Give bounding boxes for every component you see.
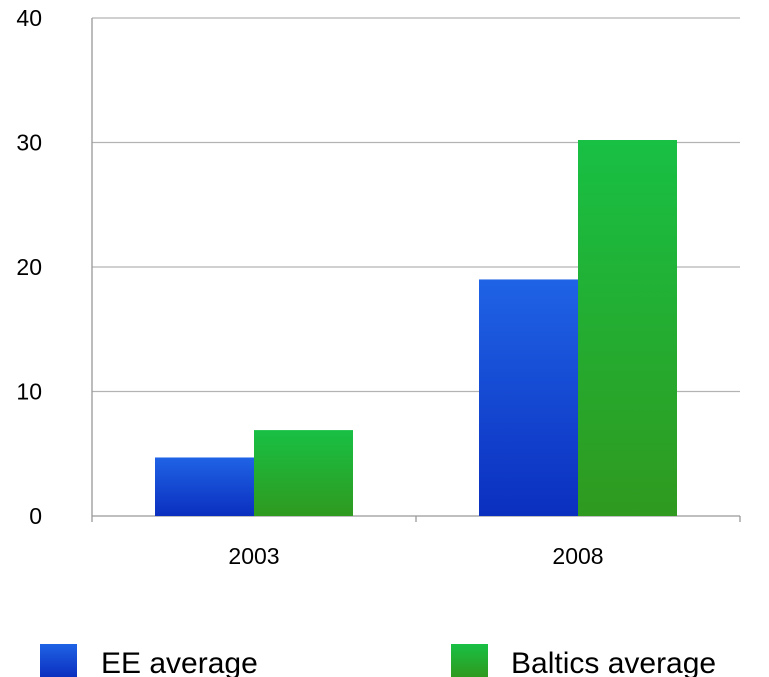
legend-item-baltics-average: Baltics average (451, 644, 716, 677)
legend-label-ee-average: EE average (101, 647, 258, 677)
x-tick-label-2008: 2008 (552, 543, 603, 569)
y-tick-label-10: 10 (16, 379, 42, 405)
bar-baltics-average-2008 (578, 140, 677, 516)
y-tick-label-30: 30 (16, 130, 42, 156)
bar-ee-average-2003 (155, 457, 254, 516)
legend-item-ee-average: EE average (40, 644, 258, 677)
legend-label-baltics-average: Baltics average (511, 647, 716, 677)
bars (155, 140, 677, 516)
y-tick-label-40: 40 (16, 5, 42, 31)
y-tick-label-0: 0 (29, 503, 42, 529)
legend-swatch-ee-average (40, 644, 77, 677)
y-tick-label-20: 20 (16, 254, 42, 280)
x-tick-labels: 2003 2008 (228, 543, 603, 569)
y-tick-labels: 0 10 20 30 40 (16, 5, 42, 529)
legend: EE average Baltics average (40, 644, 716, 677)
bar-baltics-average-2003 (254, 430, 353, 516)
legend-swatch-baltics-average (451, 644, 488, 677)
x-tick-label-2003: 2003 (228, 543, 279, 569)
bar-ee-average-2008 (479, 279, 578, 516)
